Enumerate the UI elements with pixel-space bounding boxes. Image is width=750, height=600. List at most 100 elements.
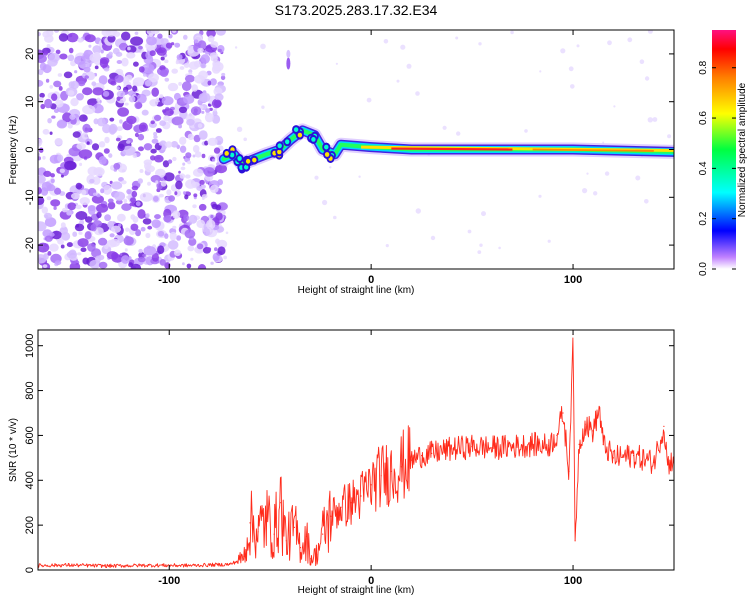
snr-point — [148, 564, 150, 566]
noise-blob — [140, 226, 146, 232]
noise-blob — [171, 30, 177, 33]
noise-blob — [157, 245, 165, 254]
noise-blob — [89, 178, 95, 184]
noise-blob — [132, 81, 139, 87]
noise-blob — [49, 131, 53, 135]
noise-blob — [667, 134, 672, 139]
noise-blob — [191, 84, 198, 92]
colorbar-label: Normalized spectral amplitude — [737, 82, 748, 217]
noise-blob — [187, 245, 195, 252]
snr-point — [612, 457, 615, 459]
snr-point — [249, 522, 251, 524]
snr-point — [602, 443, 604, 445]
noise-blob — [67, 90, 75, 96]
noise-blob — [103, 148, 110, 154]
noise-blob — [366, 97, 372, 103]
snr-point — [556, 434, 558, 436]
noise-blob — [406, 63, 412, 69]
noise-blob — [142, 218, 152, 225]
noise-blob — [117, 143, 125, 152]
snr-point — [350, 502, 352, 504]
noise-blob — [96, 203, 109, 213]
snr-point — [305, 535, 308, 538]
noise-blob — [186, 263, 192, 269]
snr-frame — [37, 329, 675, 571]
noise-blob — [42, 155, 46, 160]
noise-blob — [48, 52, 61, 62]
noise-blob — [38, 182, 41, 188]
noise-blob — [150, 175, 161, 183]
noise-blob — [547, 239, 551, 243]
noise-blob — [154, 214, 161, 220]
noise-blob — [98, 156, 107, 165]
snr-ylabel: SNR (10 * v/v) — [8, 418, 19, 482]
snr-point — [257, 531, 259, 533]
noise-blob — [210, 41, 219, 48]
noise-blob — [121, 203, 132, 211]
noise-blob — [43, 50, 49, 56]
noise-blob — [604, 171, 610, 176]
noise-blob — [199, 179, 205, 185]
noise-blob — [197, 264, 207, 269]
noise-blob — [103, 67, 110, 72]
noise-blob — [647, 30, 653, 34]
noise-blob — [121, 145, 136, 156]
noise-blob — [57, 154, 64, 162]
y-tick-label: 200 — [24, 516, 36, 534]
noise-blob — [207, 137, 218, 146]
noise-blob — [172, 210, 181, 219]
noise-blob — [98, 141, 106, 148]
noise-blob — [98, 237, 108, 246]
noise-blob — [69, 262, 81, 269]
noise-blob — [165, 42, 173, 49]
noise-blob — [206, 247, 212, 251]
noise-blob — [478, 42, 482, 46]
noise-blob — [164, 77, 170, 82]
noise-blob — [98, 261, 108, 269]
noise-blob — [77, 37, 84, 43]
band-blob-core — [244, 164, 249, 170]
y-tick-label: 20 — [24, 48, 36, 60]
noise-blob — [138, 248, 143, 254]
noise-blob — [400, 44, 406, 50]
noise-blob — [148, 73, 159, 83]
noise-blob — [136, 93, 147, 104]
noise-blob — [161, 96, 174, 106]
noise-blob — [86, 141, 90, 145]
noise-blob — [109, 117, 115, 122]
snr-point — [390, 470, 392, 472]
noise-blob — [153, 154, 164, 163]
noise-blob — [156, 47, 167, 56]
noise-blob — [223, 255, 228, 260]
noise-blob — [166, 189, 172, 196]
noise-blob — [38, 32, 41, 37]
noise-blob — [602, 141, 605, 144]
noise-blob — [538, 194, 542, 198]
noise-blob — [157, 33, 163, 39]
noise-blob — [150, 120, 155, 125]
snr-point — [532, 443, 534, 445]
noise-blob — [131, 190, 138, 198]
noise-blob — [171, 68, 178, 74]
noise-blob — [123, 236, 134, 246]
noise-blob — [58, 33, 69, 42]
noise-blob — [198, 70, 209, 80]
noise-blob — [169, 231, 177, 241]
noise-blob — [66, 32, 79, 43]
noise-blob — [38, 254, 47, 264]
noise-blob — [133, 61, 139, 67]
noise-blob — [77, 238, 89, 248]
noise-blob — [151, 253, 159, 262]
noise-blob — [613, 105, 616, 108]
noise-blob — [146, 36, 157, 46]
noise-blob — [75, 224, 80, 228]
noise-blob — [115, 199, 123, 205]
noise-blob — [100, 49, 104, 54]
noise-blob — [51, 93, 58, 101]
noise-blob — [186, 118, 195, 126]
snr-point — [265, 517, 267, 520]
noise-blob — [607, 40, 612, 46]
noise-blob — [64, 160, 77, 171]
